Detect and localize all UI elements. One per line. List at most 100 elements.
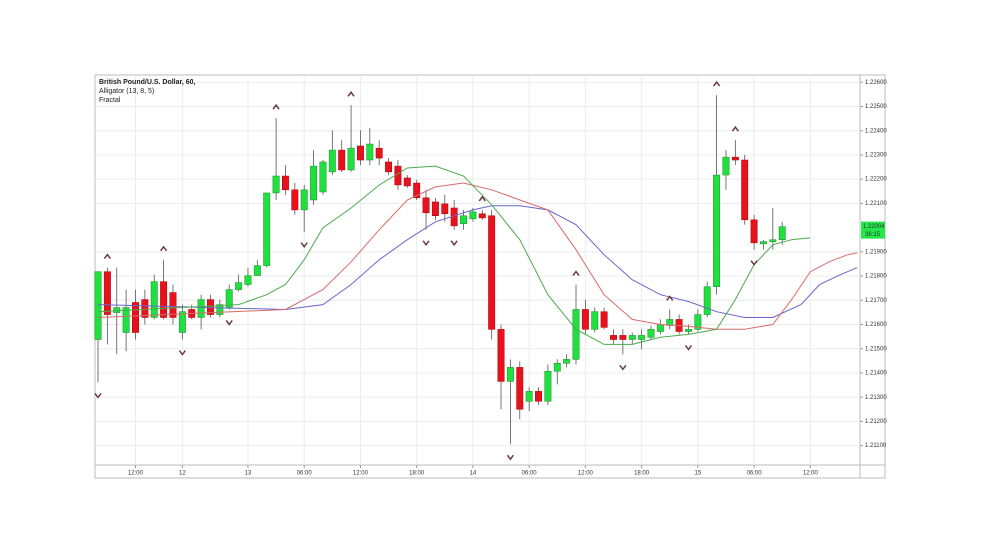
fractal-down [94, 392, 102, 399]
x-tick-label: 06:00 [747, 471, 763, 477]
candle-body [488, 215, 496, 330]
fractal-up [347, 91, 355, 97]
candle-body [581, 309, 589, 330]
candle-body [638, 335, 646, 340]
candle-body [403, 177, 411, 187]
candle-body [647, 329, 655, 338]
candle-body [572, 309, 580, 360]
x-tick-label: 12:00 [128, 471, 144, 477]
fractal-down [750, 260, 758, 266]
y-tick-label: 1.21900 [865, 249, 887, 255]
candle-body [750, 219, 758, 244]
candle-body [553, 363, 561, 372]
candle-body [535, 391, 542, 402]
fractal-up [103, 253, 111, 260]
x-tick-label: 06:00 [297, 471, 313, 477]
candle-body [413, 182, 421, 199]
candle-body [685, 329, 692, 332]
candle-body [291, 189, 299, 211]
y-tick-label: 1.22100 [865, 201, 887, 207]
candle-body [563, 359, 571, 364]
candle-body [385, 161, 393, 173]
candle-body [703, 286, 711, 315]
chart-title: British Pound/U.S. Dollar, 60, [99, 79, 196, 86]
candle-body [300, 189, 308, 211]
candle-body [516, 367, 524, 410]
fractal-down [300, 242, 308, 248]
y-tick-label: 1.22500 [865, 104, 887, 110]
candle-body [103, 271, 111, 315]
candle-body [656, 324, 664, 332]
x-tick-label: 18:00 [409, 471, 425, 477]
fractal-up [272, 103, 280, 110]
y-tick-label: 1.22600 [865, 80, 887, 86]
candle-body [113, 307, 121, 313]
y-tick-label: 1.22300 [865, 153, 887, 159]
candle-body [272, 175, 280, 194]
candle-body [253, 265, 261, 276]
candle-body [478, 213, 486, 219]
candle-body [619, 335, 627, 340]
candle-body [132, 302, 139, 333]
y-tick-label: 1.21600 [865, 322, 887, 328]
candle-body [778, 226, 786, 240]
candle-body [141, 299, 149, 318]
candle-body [431, 201, 439, 216]
x-tick-label: 12:00 [353, 471, 369, 477]
fractal-down [225, 320, 233, 326]
y-tick-label: 1.21800 [865, 274, 887, 280]
candle-body [375, 147, 383, 159]
candle-body [244, 275, 252, 285]
fractal-down [178, 350, 186, 356]
candle-body [197, 299, 205, 318]
candle-body [591, 311, 599, 330]
fractal-up [478, 195, 486, 202]
y-tick-label: 1.21700 [865, 298, 887, 304]
candle-body [169, 292, 177, 318]
fractal-down [450, 240, 458, 247]
indicator-label: Fractal [99, 97, 121, 104]
candle-body [469, 211, 477, 220]
x-tick-label: 15 [695, 471, 702, 477]
candle-body [282, 175, 289, 191]
alligator-line [97, 165, 811, 345]
y-tick-label: 1.21100 [865, 443, 887, 449]
candle-body [338, 149, 346, 171]
fractal-up [731, 125, 739, 132]
candle-body [497, 329, 505, 382]
candle-body [178, 311, 186, 333]
price-label: 1.22004 [863, 224, 885, 230]
fractal-down [506, 454, 514, 461]
candle-body [760, 241, 767, 245]
candle-body [94, 271, 102, 340]
x-tick-label: 06:00 [522, 471, 538, 477]
y-tick-label: 1.21200 [865, 419, 887, 425]
candle-body [366, 143, 374, 161]
fractal-up [712, 80, 721, 87]
x-tick-label: 12 [179, 471, 186, 477]
x-tick-label: 13 [245, 471, 252, 477]
candle-body [769, 239, 777, 242]
candle-body [731, 156, 739, 161]
indicator-label: Alligator (13, 8, 5) [99, 88, 154, 95]
candle-body [460, 215, 467, 224]
x-tick-label: 14 [470, 471, 477, 477]
candle-body [422, 197, 430, 214]
fractal-down [684, 344, 693, 351]
candle-body [525, 391, 533, 402]
y-tick-label: 1.21500 [865, 346, 887, 352]
fractal-up [572, 270, 580, 276]
candle-body [441, 203, 449, 215]
countdown: 36:15 [865, 232, 881, 238]
candle-body [328, 149, 336, 173]
y-tick-label: 1.22400 [865, 128, 887, 134]
price-tag [861, 221, 885, 239]
candle-body [544, 371, 552, 402]
alligator-line [97, 205, 858, 318]
candle-body [506, 367, 514, 382]
fractal-down [619, 364, 627, 371]
y-tick-label: 1.21300 [865, 395, 887, 401]
candle-body [356, 145, 364, 161]
